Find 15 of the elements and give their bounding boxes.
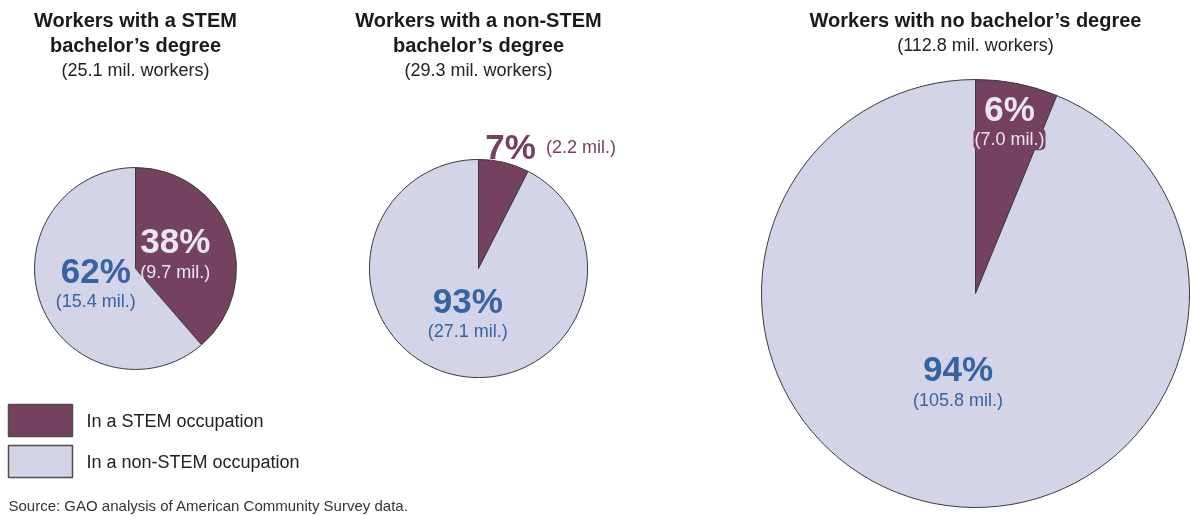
chart-subtitle: (29.3 mil. workers)	[404, 59, 553, 80]
chart-title: Workers with a non-STEM bachelor’s degree	[355, 8, 602, 56]
chart-subtitle: (25.1 mil. workers)	[61, 59, 210, 80]
data-label: 38% (9.7 mil.)	[140, 221, 211, 282]
data-label: 6% (7.0 mil.)	[974, 88, 1045, 150]
source-note: Source: GAO analysis of American Community Survey data.	[8, 497, 408, 514]
chart-subtitle: (112.8 mil. workers)	[897, 34, 1054, 55]
chart-title: Workers with a STEM bachelor’s degree	[34, 8, 238, 56]
data-label: 94% (105.8 mil.)	[913, 349, 1004, 410]
legend-label: In a STEM occupation	[86, 410, 264, 431]
data-label: 7% (2.2 mil.)	[485, 127, 616, 167]
legend-label: In a non-STEM occupation	[86, 451, 300, 472]
data-label: 93% (27.1 mil.)	[427, 280, 508, 342]
chart-title: Workers with no bachelor’s degree	[809, 8, 1142, 31]
data-label: 62% (15.4 mil.)	[55, 250, 136, 312]
